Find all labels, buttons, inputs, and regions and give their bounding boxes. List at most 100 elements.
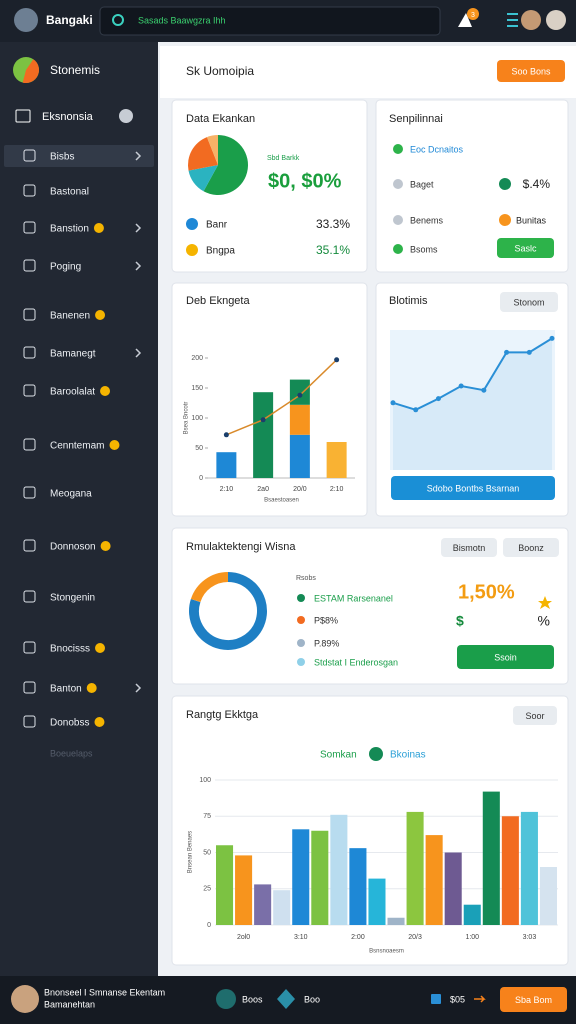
card-title: Blotimis <box>389 295 428 307</box>
nav-item[interactable]: Bnocisss <box>50 644 90 655</box>
axis-label: Bsnsnoaesm <box>369 949 404 955</box>
nav-item[interactable]: Banenen <box>50 311 90 322</box>
line-card-cta[interactable]: Sdobo Bontbs Bsarnan <box>427 483 520 493</box>
notif-badge <box>467 8 479 20</box>
donut-card-button-bg[interactable] <box>457 645 554 669</box>
donut-button-bg[interactable] <box>441 538 497 557</box>
legend-title: Rsobs <box>296 575 316 582</box>
row-label: Banr <box>206 220 228 231</box>
bar <box>482 791 500 925</box>
avatar[interactable] <box>521 10 541 30</box>
legend-icon <box>297 616 305 624</box>
nav-icon <box>23 539 36 552</box>
legend-icon <box>297 594 305 602</box>
big-chart-button[interactable]: Soor <box>525 711 544 721</box>
big-chart-button-bg[interactable] <box>513 706 557 725</box>
nav-item[interactable]: Stongenin <box>50 593 95 604</box>
nav-icon <box>23 590 36 603</box>
nav-icon <box>23 681 36 694</box>
bar <box>444 852 462 925</box>
line-point <box>413 407 419 413</box>
footer-button-bg[interactable] <box>500 987 567 1012</box>
row-value: 33.3% <box>316 217 350 231</box>
line-card-button-bg[interactable] <box>500 292 558 312</box>
donut-button[interactable]: Boonz <box>518 543 544 553</box>
nav-item[interactable]: Banstion <box>50 224 89 235</box>
bar <box>463 904 481 925</box>
row-value: 35.1% <box>316 243 350 257</box>
x-tick-label: 2:10 <box>220 486 234 493</box>
x-tick-label: 20/3 <box>408 934 422 941</box>
header-button[interactable]: Soo Bons <box>511 66 551 76</box>
avatar[interactable] <box>546 10 566 30</box>
sidebar-section: Eksnonsia <box>42 111 94 123</box>
bar <box>216 845 234 925</box>
footer-icon <box>277 989 295 1009</box>
nav-item[interactable]: Cenntemam <box>50 441 104 452</box>
pie-slice <box>188 137 218 171</box>
line-point <box>297 392 303 398</box>
bar <box>539 867 557 925</box>
star-icon <box>538 596 552 609</box>
row-icon <box>186 244 198 256</box>
nav-item[interactable]: Bamanegt <box>50 349 96 360</box>
nav-icon <box>23 184 36 197</box>
nav-icon <box>23 346 36 359</box>
legend-icon <box>369 747 383 761</box>
row-icon <box>186 218 198 230</box>
donut-segment <box>190 572 229 603</box>
nav-item[interactable]: Meogana <box>50 489 92 500</box>
nav-badge <box>86 683 97 693</box>
footer-item[interactable]: $05 <box>450 994 465 1004</box>
nav-item[interactable]: Banton <box>50 684 82 695</box>
line-point <box>334 357 340 363</box>
card-title: Rmulaktektengi Wisna <box>186 541 296 553</box>
row-icon <box>393 215 403 225</box>
axis-label: Bsea Bncotr <box>184 402 190 435</box>
donut-button-bg[interactable] <box>503 538 559 557</box>
line-point <box>481 387 487 393</box>
summary-button[interactable]: Saslc <box>514 243 537 253</box>
bar <box>289 404 310 435</box>
card-title: Deb Ekngeta <box>186 295 250 307</box>
row-icon <box>393 244 403 254</box>
donut-button[interactable]: Bismotn <box>453 543 486 553</box>
nav-item[interactable]: Baroolalat <box>50 387 95 398</box>
nav-item[interactable]: Bisbs <box>50 152 74 163</box>
nav-item[interactable]: Donnoson <box>50 542 96 553</box>
summary-button-bg[interactable] <box>497 238 554 258</box>
nav-item[interactable]: Poging <box>50 262 81 273</box>
line-card-cta-bg[interactable] <box>391 476 555 500</box>
nav-icon <box>23 641 36 654</box>
line-point <box>504 349 510 355</box>
bar <box>254 884 272 925</box>
nav-active <box>4 145 154 167</box>
bell-icon[interactable] <box>458 13 472 27</box>
footer-item[interactable]: Boos <box>242 994 263 1004</box>
nav-badge <box>94 717 105 727</box>
nav-badge <box>100 541 111 551</box>
footer-text: Bnonseel I Smnanse Ekentam <box>44 987 165 997</box>
row-label: Eoc Dcnaitos <box>410 144 464 154</box>
y-tick-label: 50 <box>203 849 211 856</box>
footer-item[interactable]: Boo <box>304 994 320 1004</box>
sidebar-title: Stonemis <box>50 63 100 77</box>
nav-icon <box>23 259 36 272</box>
legend-item: P$8% <box>314 615 338 625</box>
nav-item[interactable]: Donobss <box>50 718 89 729</box>
line-card-button[interactable]: Stonom <box>513 297 544 307</box>
bar <box>253 392 274 478</box>
donut-card-button[interactable]: Ssoin <box>494 652 517 662</box>
pie-slice <box>203 135 248 195</box>
header-button-bg[interactable] <box>497 60 565 82</box>
big-value: 1,50% <box>458 581 515 603</box>
nav-item[interactable]: Bastonal <box>50 187 89 198</box>
nav-chevron <box>135 223 142 233</box>
nav-icon <box>23 438 36 451</box>
footer-avatar <box>11 985 39 1013</box>
search-box[interactable] <box>99 6 441 36</box>
footer-button[interactable]: Sba Bom <box>515 995 552 1005</box>
nav-icon <box>23 384 36 397</box>
bar <box>387 917 405 925</box>
